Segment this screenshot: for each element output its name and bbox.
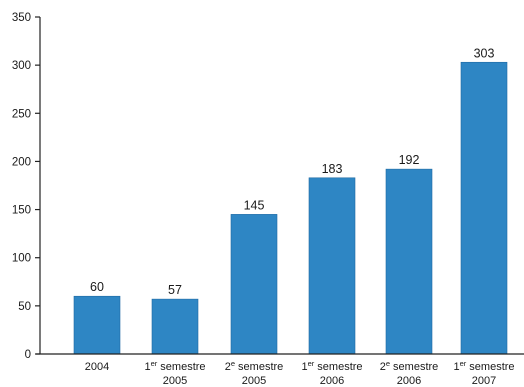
x-tick-label: 1er semestre bbox=[144, 359, 205, 373]
y-tick-label: 300 bbox=[12, 60, 31, 72]
y-tick-label: 0 bbox=[25, 349, 31, 361]
x-tick-label-year: 2005 bbox=[242, 375, 266, 387]
x-tick-label: 2e semestre bbox=[225, 359, 284, 373]
data-label: 60 bbox=[90, 280, 104, 294]
x-tick-label: 2e semestre bbox=[380, 359, 439, 373]
x-tick-label-year: 2005 bbox=[163, 375, 187, 387]
y-tick-label: 50 bbox=[18, 301, 31, 313]
data-label: 303 bbox=[474, 46, 495, 60]
data-label: 57 bbox=[168, 283, 182, 297]
x-tick-label: 1er semestre bbox=[453, 359, 514, 373]
x-tick-label-year: 2006 bbox=[320, 375, 344, 387]
bar bbox=[73, 295, 121, 355]
y-tick-label: 200 bbox=[12, 156, 31, 168]
labels-layer: 60 57 145 183 192 303 2004 1er semestre 2005 2e s… bbox=[85, 46, 515, 387]
y-tick-label: 100 bbox=[12, 253, 31, 265]
bar bbox=[308, 177, 356, 355]
bar bbox=[385, 168, 433, 355]
x-tick-label-year: 2007 bbox=[472, 375, 496, 387]
x-tick-label: 2004 bbox=[85, 361, 109, 373]
bar bbox=[460, 61, 508, 355]
bars-layer bbox=[73, 61, 508, 355]
y-tick-label: 150 bbox=[12, 205, 31, 217]
data-label: 192 bbox=[399, 153, 420, 167]
bar bbox=[151, 298, 199, 355]
data-label: 145 bbox=[244, 198, 265, 212]
x-tick-label-year: 2006 bbox=[397, 375, 421, 387]
y-tick-label: 250 bbox=[12, 108, 31, 120]
x-tick-label: 1er semestre bbox=[301, 359, 362, 373]
bar bbox=[230, 214, 278, 355]
y-tick-label: 350 bbox=[12, 12, 31, 24]
data-label: 183 bbox=[322, 162, 343, 176]
y-axis: 0 50 100 150 200 250 300 350 bbox=[12, 12, 524, 361]
